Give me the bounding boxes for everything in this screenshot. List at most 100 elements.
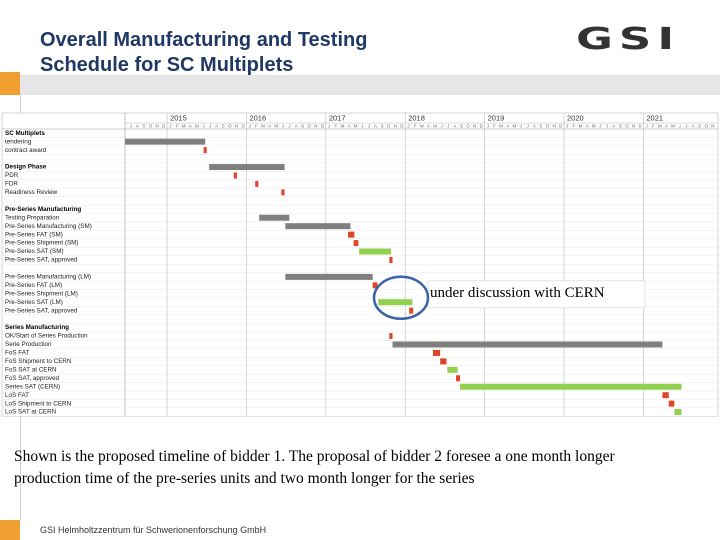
task-label: LoS FAT (5, 392, 29, 399)
month-label: M (579, 123, 583, 128)
month-label: N (394, 123, 397, 128)
month-label: M (433, 123, 437, 128)
month-label: O (625, 123, 629, 128)
month-label: N (156, 123, 159, 128)
year-label: 2019 (488, 113, 505, 122)
task-bar (255, 180, 259, 187)
month-label: O (546, 123, 550, 128)
caption-line: Shown is the proposed timeline of bidder… (14, 448, 615, 465)
task-label: FoS SAT, approved (5, 375, 60, 382)
month-label: J (130, 123, 132, 128)
month-label: S (698, 123, 701, 128)
year-label: 2018 (408, 113, 425, 122)
task-bar (203, 147, 207, 154)
task-bar (447, 366, 458, 373)
month-label: J (599, 123, 601, 128)
task-label: Pre-Series SAT (LM) (5, 299, 63, 306)
task-label: PDR (5, 172, 19, 179)
month-label: J (679, 123, 681, 128)
year-label: 2016 (249, 113, 266, 122)
slide-title: Overall Manufacturing and Testing Schedu… (40, 28, 367, 78)
month-label: J (209, 123, 211, 128)
month-label: F (255, 123, 258, 128)
task-bar (259, 214, 290, 221)
month-label: J (361, 123, 363, 128)
month-label: N (473, 123, 476, 128)
year-label: 2017 (329, 113, 346, 122)
month-label: A (295, 123, 298, 128)
year-label: 2020 (567, 113, 584, 122)
task-bar (674, 409, 682, 416)
task-bar (285, 273, 373, 280)
task-bar (353, 240, 359, 247)
task-bar (392, 341, 663, 348)
task-label: Pre-Series SAT (SM) (5, 248, 64, 255)
task-label: contract award (5, 147, 47, 154)
month-label: M (354, 123, 358, 128)
month-label: S (460, 123, 463, 128)
month-label: J (282, 123, 284, 128)
task-label: Serie Production (5, 341, 52, 348)
month-label: D (400, 123, 404, 128)
group-label: Pre-Series Manufacturing (5, 206, 81, 213)
year-label: 2021 (646, 113, 663, 122)
month-label: O (704, 123, 708, 128)
month-label: S (301, 123, 304, 128)
task-label: Pre-Series SAT, approved (5, 307, 78, 314)
title-line: Overall Manufacturing and Testing (40, 29, 368, 51)
month-label: A (268, 123, 271, 128)
month-label: M (261, 123, 265, 128)
month-label: M (420, 123, 424, 128)
month-label: O (228, 123, 232, 128)
caption-line: production time of the pre-series units … (14, 470, 475, 487)
month-label: M (671, 123, 675, 128)
month-label: J (368, 123, 370, 128)
task-bar (378, 299, 413, 306)
month-label: J (487, 123, 489, 128)
month-label: A (612, 123, 615, 128)
month-label: D (480, 123, 484, 128)
task-label: Pre-Series Manufacturing (SM) (5, 223, 92, 230)
month-label: M (195, 123, 199, 128)
task-bar (460, 383, 682, 390)
annotation-text: under discussion with CERN (430, 285, 605, 301)
month-label: M (592, 123, 596, 128)
task-bar (440, 358, 447, 365)
month-label: A (691, 123, 694, 128)
task-label: Testing Preparation (5, 214, 60, 221)
month-label: D (559, 123, 563, 128)
task-bar (285, 223, 351, 230)
month-label: A (533, 123, 536, 128)
month-label: S (142, 123, 145, 128)
month-label: O (466, 123, 470, 128)
month-label: D (162, 123, 166, 128)
month-label: A (189, 123, 192, 128)
task-bar (456, 375, 461, 382)
month-label: J (288, 123, 290, 128)
month-label: J (202, 123, 204, 128)
month-label: F (414, 123, 417, 128)
month-label: M (658, 123, 662, 128)
month-label: J (685, 123, 687, 128)
month-label: J (566, 123, 568, 128)
month-label: J (606, 123, 608, 128)
month-label: J (407, 123, 409, 128)
task-bar (372, 282, 378, 289)
task-label: LoS SAT at CERN (5, 409, 57, 416)
task-label: Pre-Series Shipment (SM) (5, 240, 78, 247)
caption: Shown is the proposed timeline of bidder… (14, 446, 718, 490)
annotation-box (427, 280, 646, 309)
month-label: D (638, 123, 642, 128)
logo: GSI (576, 22, 681, 57)
task-bar (389, 256, 393, 263)
month-label: J (328, 123, 330, 128)
month-label: F (493, 123, 496, 128)
task-label: Pre-Series Manufacturing (LM) (5, 274, 91, 281)
task-label: Series SAT (CERN) (5, 383, 60, 390)
month-label: O (387, 123, 391, 128)
month-label: N (314, 123, 317, 128)
task-bar (125, 138, 206, 145)
month-label: S (539, 123, 542, 128)
